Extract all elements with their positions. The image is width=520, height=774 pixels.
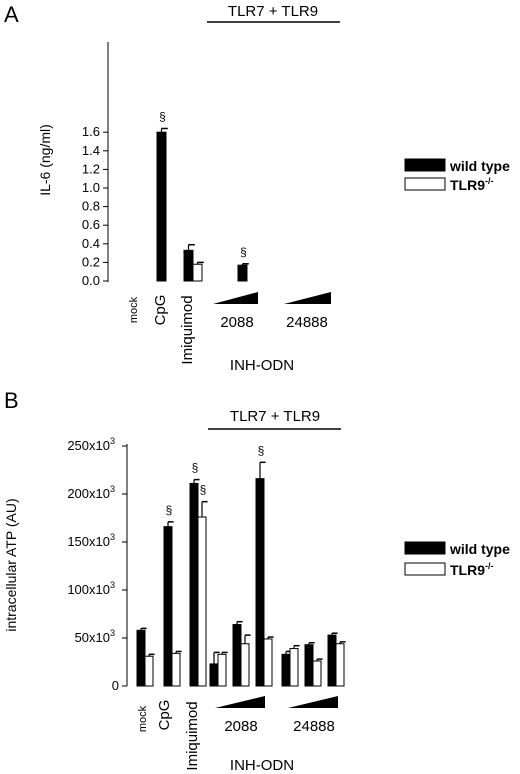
y-tick-label: 250x103 [67,436,115,453]
panel-b-y-ticks: 0 50x103 100x103 150x103 200x103 250x103 [67,436,127,693]
bar-tlr9-ko [217,653,227,687]
panel-a-bars: §§ [103,109,249,282]
significance-marker: § [192,461,199,475]
bar-wild-type [327,634,337,687]
y-tick-label: 0 [112,678,119,693]
panel-a-legend-wt: wild type [449,158,510,174]
panel-a-cat-mock: mock [128,296,140,323]
panel-a-wedge-24888 [284,292,331,304]
panel-b-cat-2088: 2088 [224,718,257,735]
y-tick-label: 0.6 [82,217,100,232]
panel-b-cat-cpg: CpG [156,700,173,731]
panel-b-cat-24888: 24888 [293,718,335,735]
panel-a-legend-ko-swatch [404,177,446,191]
panel-a-cat-2088: 2088 [220,314,253,331]
y-tick-label: 50x103 [75,628,115,645]
panel-b-wedge-24888 [288,696,338,708]
panel-a-y-ticks: 0.0 0.2 0.4 0.6 0.8 1.0 1.2 1.4 1.6 [82,124,108,288]
panel-b-letter: B [4,388,19,413]
y-tick-label: 1.2 [82,161,100,176]
panel-a-cat-24888: 24888 [286,314,328,331]
panel-a-group-label: TLR7 + TLR9 [228,3,318,20]
panel-a-legend-ko: TLR9-/- [450,176,494,193]
y-tick-label: 1.4 [82,143,100,158]
bar-wild-type [189,482,199,687]
bar-tlr9-ko [289,648,299,687]
panel-a-letter: A [4,2,19,27]
panel-b-cat-imiquimod: Imiquimod [184,701,201,770]
bar-tlr9-ko [335,643,345,687]
panel-a-cat-cpg: CpG [152,295,169,326]
bar-wild-type [237,264,248,282]
panel-b-legend-ko: TLR9-/- [450,561,494,578]
bar-tlr9-ko [192,263,203,282]
bar-wild-type [232,624,242,687]
bar-wild-type [136,629,146,687]
panel-b-bars: §§§§ [122,443,346,687]
panel-a-legend-wt-swatch [404,158,446,172]
panel-b: B TLR7 + TLR9 intracellular ATP (AU) 0 50… [3,388,510,774]
significance-marker: § [166,503,173,517]
y-tick-label: 1.0 [82,180,100,195]
y-tick-label: 0.8 [82,199,100,214]
bar-tlr9-ko [171,652,181,687]
panel-b-wedge-2088 [215,696,265,708]
panel-b-y-label: intracellular ATP (AU) [3,498,19,631]
bar-wild-type [163,526,173,687]
bar-tlr9-ko [144,655,154,687]
bar-wild-type [304,644,314,687]
significance-marker: § [258,443,265,457]
panel-b-group-label: TLR7 + TLR9 [230,408,320,425]
panel-b-x-label: INH-ODN [230,757,294,774]
panel-b-legend-wt: wild type [449,541,510,557]
bar-wild-type [281,653,291,687]
panel-a-y-label: IL-6 (ng/ml) [37,124,53,196]
y-tick-label: 100x103 [67,580,115,597]
bar-tlr9-ko [197,516,207,687]
panel-a-wedge-2088 [213,292,258,304]
bar-wild-type [183,249,194,282]
bar-wild-type [255,478,265,687]
y-tick-label: 0.2 [82,254,100,269]
bar-tlr9-ko [240,643,250,687]
y-tick-label: 1.6 [82,124,100,139]
significance-marker: § [200,483,207,497]
bar-wild-type [209,663,219,687]
bar-tlr9-ko [263,638,273,687]
bar-tlr9-ko [312,660,322,687]
panel-b-cat-mock: mock [137,705,149,732]
y-tick-label: 200x103 [67,484,115,501]
significance-marker: § [159,109,166,123]
y-tick-label: 150x103 [67,532,115,549]
panel-a-x-label: INH-ODN [230,357,294,374]
y-tick-label: 0.0 [82,273,100,288]
significance-marker: § [240,245,247,259]
y-tick-label: 0.4 [82,236,100,251]
panel-b-legend-wt-swatch [404,541,446,555]
bar-wild-type [156,131,167,282]
panel-b-legend-ko-swatch [404,562,446,576]
panel-a: A TLR7 + TLR9 IL-6 (ng/ml) 0.00.20.40.60… [4,2,510,374]
panel-a-cat-imiquimod: Imiquimod [179,295,196,364]
